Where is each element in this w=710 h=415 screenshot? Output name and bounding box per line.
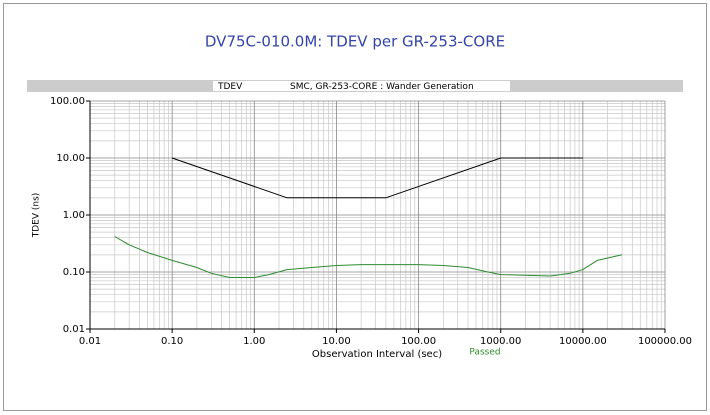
y-axis-label: TDEV (ns) xyxy=(32,193,42,239)
x-tick-label: 0.10 xyxy=(161,336,183,347)
annotation: Passed xyxy=(469,348,500,358)
y-tick-label: 0.01 xyxy=(63,324,85,335)
y-tick-label: 1.00 xyxy=(63,210,85,221)
y-tick-label: 0.10 xyxy=(63,267,85,278)
x-tick-label: 1000.00 xyxy=(480,336,521,347)
series-line xyxy=(114,236,623,278)
x-tick-label: 1.00 xyxy=(243,336,265,347)
frame xyxy=(3,3,707,411)
y-tick-label: 100.00 xyxy=(50,96,85,107)
panel-label: TDEV xyxy=(217,82,243,92)
x-axis-label: Observation Interval (sec) xyxy=(312,349,442,360)
chart-title: DV75C-010.0M: TDEV per GR-253-CORE xyxy=(205,33,505,51)
x-tick-label: 0.01 xyxy=(79,336,101,347)
x-tick-label: 100000.00 xyxy=(638,336,692,347)
y-tick-label: 10.00 xyxy=(56,153,85,164)
series-line xyxy=(171,157,583,199)
x-tick-label: 10000.00 xyxy=(559,336,607,347)
x-tick-label: 10.00 xyxy=(322,336,351,347)
header-box xyxy=(213,81,510,91)
subtitle: SMC, GR-253-CORE : Wander Generation xyxy=(290,82,474,92)
x-tick-label: 100.00 xyxy=(401,336,436,347)
